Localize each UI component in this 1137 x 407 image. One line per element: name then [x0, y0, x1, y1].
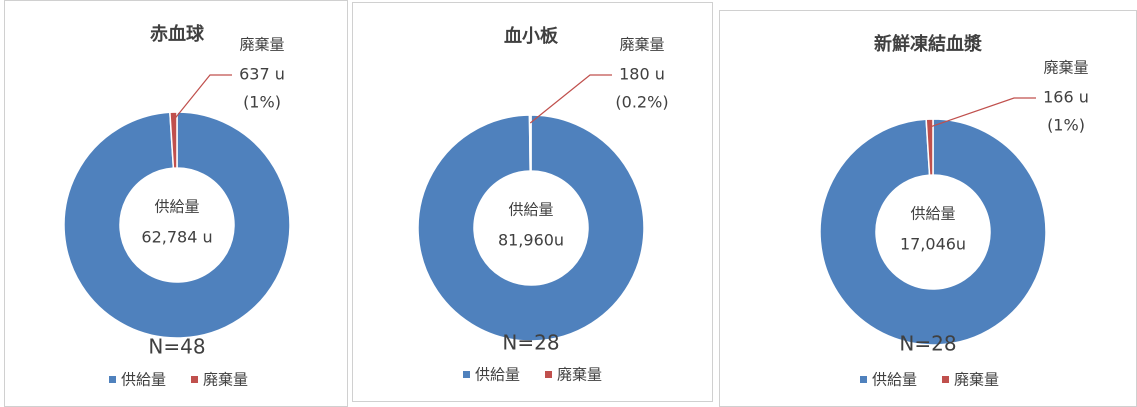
- slice-category: 廃棄量: [239, 36, 284, 54]
- legend-label: 供給量: [121, 371, 166, 389]
- slice-value: 180 u: [619, 65, 665, 84]
- panel: [4, 0, 348, 407]
- slice-percent: (1%): [243, 93, 281, 112]
- slice-value: 637 u: [239, 65, 285, 84]
- center-value: 62,784 u: [141, 228, 212, 247]
- donut-slice: [169, 111, 178, 169]
- legend-swatch: [191, 376, 198, 383]
- donut-slice: [417, 114, 645, 342]
- legend-swatch: [109, 376, 116, 383]
- donut-slice: [925, 118, 934, 176]
- legend-swatch: [860, 376, 867, 383]
- center-category: 供給量: [154, 198, 199, 216]
- chart-title: 血小板: [504, 25, 559, 47]
- center-category: 供給量: [910, 205, 955, 223]
- donut-slice: [63, 111, 291, 339]
- leader-line: [529, 74, 612, 124]
- donut-slice: [819, 118, 1047, 346]
- slice-percent: (1%): [1047, 116, 1085, 135]
- legend-label: 廃棄量: [954, 371, 999, 389]
- slice-category: 廃棄量: [619, 36, 664, 54]
- chart-note: N=28: [899, 332, 956, 356]
- legend-swatch: [942, 376, 949, 383]
- legend-label: 供給量: [475, 366, 520, 384]
- center-category: 供給量: [508, 201, 553, 219]
- chart-title: 赤血球: [150, 23, 205, 45]
- slice-category: 廃棄量: [1043, 59, 1088, 77]
- center-value: 17,046u: [900, 235, 966, 254]
- slice-value: 166 u: [1043, 88, 1089, 107]
- chart-note: N=28: [502, 331, 559, 355]
- legend-swatch: [463, 371, 470, 378]
- chart-title: 新鮮凍結血漿: [874, 33, 982, 55]
- leader-line: [173, 74, 232, 121]
- chart-note: N=48: [148, 335, 205, 359]
- legend-label: 廃棄量: [557, 366, 602, 384]
- legend-label: 供給量: [872, 371, 917, 389]
- panel: [719, 10, 1137, 407]
- slice-percent: (0.2%): [615, 93, 668, 112]
- legend-label: 廃棄量: [203, 371, 248, 389]
- center-value: 81,960u: [498, 231, 564, 250]
- donut-slice: [528, 114, 532, 172]
- legend-swatch: [545, 371, 552, 378]
- leader-line: [929, 97, 1036, 128]
